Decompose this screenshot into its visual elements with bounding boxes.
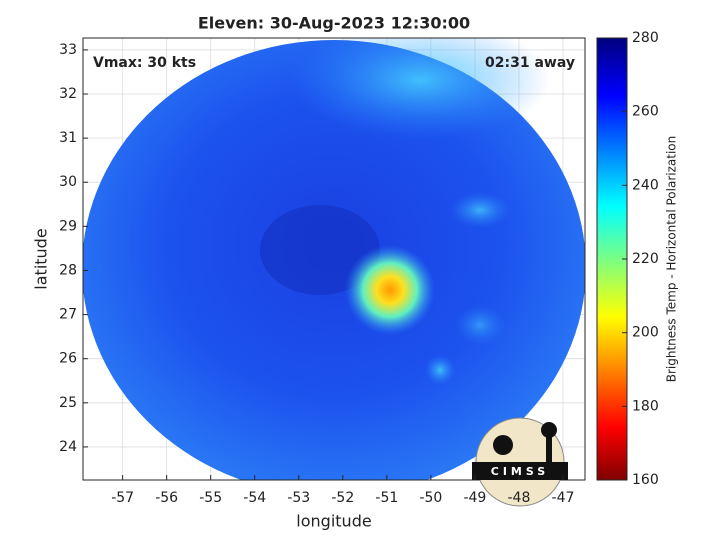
- x-tick-label: -48: [508, 490, 531, 506]
- logo: CIMSS: [472, 417, 568, 507]
- x-tick-label: -49: [463, 490, 486, 506]
- y-tick-label: 28: [59, 262, 77, 278]
- y-tick-label: 32: [59, 86, 77, 102]
- x-tick-label: -50: [419, 490, 442, 506]
- satellite-image: [83, 38, 585, 480]
- y-tick-label: 30: [59, 174, 77, 190]
- x-tick-label: -56: [155, 490, 178, 506]
- colorbar-tick-label: 280: [632, 30, 659, 46]
- y-axis-label: latitude: [32, 228, 51, 289]
- y-tick-label: 26: [59, 351, 77, 367]
- logo-text: CIMSS: [491, 465, 549, 478]
- colorbar-tick-label: 240: [632, 177, 659, 193]
- x-tick-label: -53: [287, 490, 310, 506]
- title: Eleven: 30-Aug-2023 12:30:00: [198, 14, 470, 33]
- annotation: Vmax: 30 kts: [93, 55, 196, 71]
- x-tick-label: -47: [552, 490, 575, 506]
- colorbar-tick-label: 180: [632, 398, 659, 414]
- colorbar-tick-label: 160: [632, 472, 659, 488]
- colorbar-tick-label: 260: [632, 104, 659, 120]
- colorbar-tick-label: 220: [632, 251, 659, 267]
- x-tick-label: -55: [199, 490, 222, 506]
- y-tick-label: 25: [59, 395, 77, 411]
- annotation: 02:31 away: [485, 55, 575, 71]
- x-tick-label: -52: [331, 490, 354, 506]
- colorbar-tick-label: 200: [632, 325, 659, 341]
- y-tick-label: 24: [59, 439, 77, 455]
- x-axis-label: longitude: [296, 512, 371, 531]
- x-tick-label: -57: [111, 490, 134, 506]
- colorbar-label: Brightness Temp - Horizontal Polarizatio…: [665, 136, 679, 383]
- y-tick-label: 27: [59, 307, 77, 323]
- x-tick-label: -51: [375, 490, 398, 506]
- y-tick-label: 29: [59, 218, 77, 234]
- plot-frame: [82, 37, 586, 481]
- y-tick-label: 31: [59, 130, 77, 146]
- y-tick-label: 33: [59, 42, 77, 58]
- x-tick-label: -54: [243, 490, 266, 506]
